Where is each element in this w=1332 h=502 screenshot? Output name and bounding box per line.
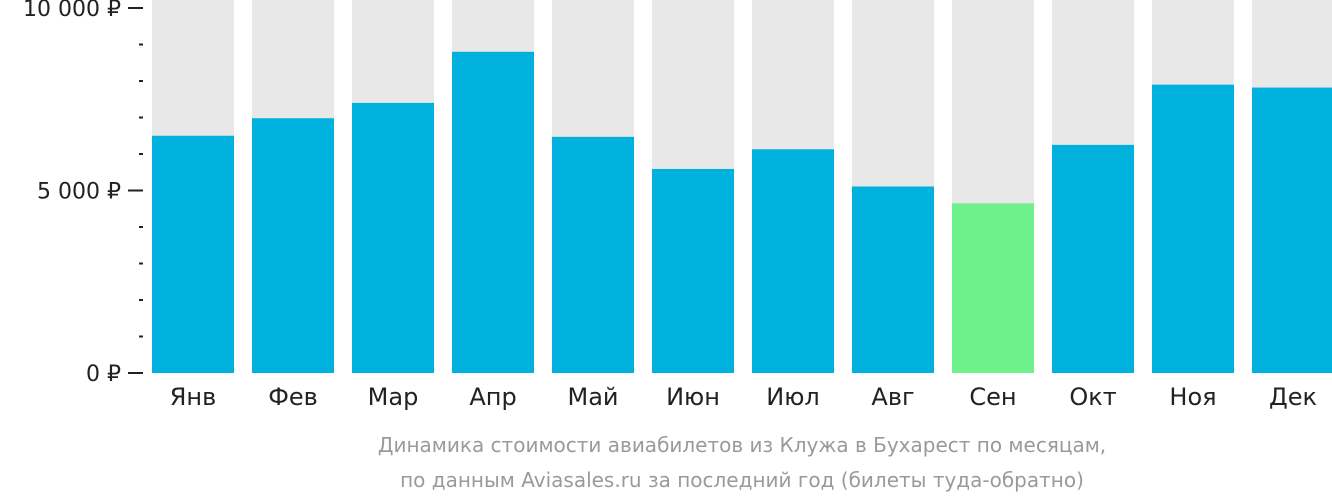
y-tick-label-2: 5 000 ₽ (37, 180, 121, 205)
caption-line-1: Динамика стоимости авиабилетов из Клужа … (378, 433, 1106, 457)
x-tick-label-12: Дек (1269, 383, 1317, 411)
bar-5[interactable] (552, 136, 634, 373)
caption-line-2: по данным Aviasales.ru за последний год … (400, 468, 1084, 492)
bar-4[interactable] (452, 51, 534, 374)
x-tick-label-9: Сен (969, 383, 1016, 411)
x-tick-label-5: Май (567, 383, 618, 411)
x-axis-labels: Янв Фев Мар Апр Май Июн Июл Авг Сен Окт Ноя Дек (170, 383, 1317, 411)
y-tick-label-3: 10 000 ₽ (23, 0, 121, 22)
y-tick-label-1: 0 ₽ (86, 362, 121, 387)
x-tick-label-1: Янв (170, 383, 217, 411)
x-tick-label-7: Июл (766, 383, 820, 411)
bar-3[interactable] (352, 102, 434, 374)
bar-7[interactable] (752, 149, 834, 373)
x-tick-label-10: Окт (1069, 383, 1116, 411)
bar-8[interactable] (852, 186, 934, 373)
bars (152, 51, 1332, 374)
y-axis: 0 ₽ 5 000 ₽ 10 000 ₽ (23, 0, 143, 387)
bar-9[interactable] (952, 203, 1034, 373)
bar-12[interactable] (1252, 87, 1332, 373)
bar-11[interactable] (1152, 84, 1234, 374)
x-tick-label-2: Фев (268, 383, 318, 411)
bar-1[interactable] (152, 135, 234, 373)
bar-6[interactable] (652, 168, 734, 373)
bar-2[interactable] (252, 118, 334, 373)
x-tick-label-8: Авг (871, 383, 914, 411)
x-tick-label-3: Мар (368, 383, 419, 411)
bar-10[interactable] (1052, 144, 1134, 373)
x-tick-label-11: Ноя (1169, 383, 1216, 411)
x-tick-label-4: Апр (469, 383, 516, 411)
x-tick-label-6: Июн (666, 383, 720, 411)
